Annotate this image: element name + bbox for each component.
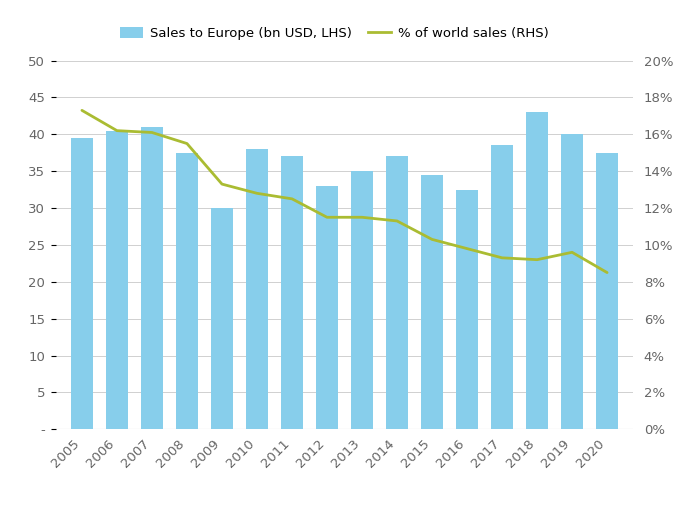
Bar <box>175 153 198 429</box>
Bar <box>211 208 233 429</box>
Bar <box>70 138 93 429</box>
Bar <box>280 157 303 429</box>
Bar <box>351 171 374 429</box>
Bar <box>456 189 478 429</box>
Bar <box>491 145 514 429</box>
Bar <box>420 175 443 429</box>
Bar <box>525 112 548 429</box>
Bar <box>106 131 128 429</box>
Bar <box>386 157 409 429</box>
Bar <box>596 153 619 429</box>
Legend: Sales to Europe (bn USD, LHS), % of world sales (RHS): Sales to Europe (bn USD, LHS), % of worl… <box>114 22 554 45</box>
Bar <box>315 186 338 429</box>
Bar <box>141 127 164 429</box>
Bar <box>246 149 269 429</box>
Bar <box>561 134 583 429</box>
